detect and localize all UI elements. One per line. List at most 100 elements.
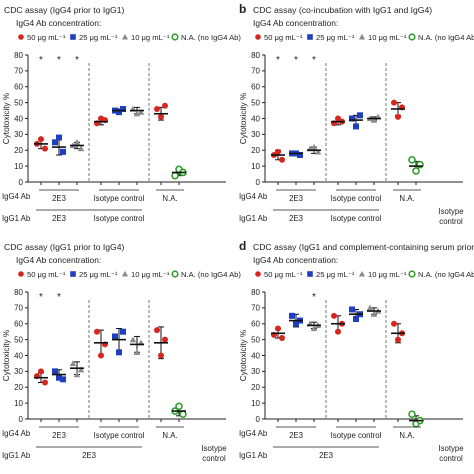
data-point [395, 113, 401, 120]
y-tick-label: 40 [14, 351, 23, 360]
data-point [116, 109, 122, 116]
chart-panel-1: CDC assay (IgG4 prior to IgG1) IgG4 Ab co… [2, 5, 241, 223]
legend-entry: 10 μg mL⁻¹ [368, 270, 407, 279]
data-point [137, 108, 145, 115]
y-tick-label: 60 [14, 83, 23, 92]
series-3 [306, 143, 322, 155]
y-tick-label: 80 [251, 288, 260, 297]
group-label: 2E3 [289, 431, 303, 440]
data-point [391, 99, 397, 106]
y-tick-label: 0 [256, 415, 261, 424]
chart-title: CDC assay (co-incubation with IgG1 and I… [253, 5, 432, 15]
legend-marker [70, 271, 76, 277]
chart-panel-2: b CDC assay (co-incubation with IgG1 and … [239, 2, 474, 226]
igg1-extra-line: control [439, 217, 463, 226]
row-label-igg4: IgG4 Ab [239, 429, 268, 438]
group-label: N.A. [399, 194, 414, 203]
data-point [412, 167, 420, 175]
y-tick-label: 10 [14, 162, 23, 171]
y-tick-label: 70 [251, 67, 260, 76]
y-axis-label: Cytotoxicity % [2, 93, 11, 144]
series-7 [391, 320, 405, 344]
data-point [129, 336, 137, 343]
legend-entry: 50 μg mL⁻¹ [27, 33, 66, 42]
legend-marker [171, 270, 179, 278]
y-axis-label: Cytotoxicity % [2, 330, 11, 381]
series-2 [289, 150, 303, 159]
series-7 [154, 102, 168, 121]
series-5 [349, 112, 363, 130]
series-8 [171, 402, 187, 419]
significance-star: * [276, 55, 280, 66]
y-axis-label: Cytotoxicity % [239, 93, 248, 144]
data-point [158, 352, 164, 359]
legend-marker [408, 270, 416, 278]
legend-title: IgG4 Ab concentration: [16, 18, 101, 28]
legend-entry: 50 μg mL⁻¹ [264, 270, 303, 279]
igg1-group-label: 2E3 [82, 451, 96, 460]
data-point [289, 312, 295, 319]
significance-star: * [39, 292, 43, 303]
y-tick-label: 60 [251, 320, 260, 329]
data-point [179, 410, 187, 419]
data-point [69, 360, 77, 367]
row-label-igg1: IgG1 Ab [2, 451, 31, 460]
igg1-extra-line: Isotype [201, 444, 226, 453]
series-3 [69, 139, 85, 152]
series-4 [331, 115, 345, 127]
legend-entry: 10 μg mL⁻¹ [131, 33, 170, 42]
series-1 [34, 136, 48, 152]
series-8 [408, 155, 424, 175]
group-label: Isotype control [94, 431, 145, 440]
legend-marker [121, 33, 129, 40]
series-4 [331, 312, 345, 335]
data-point [120, 328, 126, 335]
data-point [331, 312, 337, 319]
chart-title: CDC assay (IgG1 and complement-containin… [253, 242, 474, 252]
data-point [154, 327, 160, 334]
data-point [73, 139, 81, 145]
igg1-group-label: 2E3 [319, 451, 333, 460]
data-point [162, 102, 168, 109]
legend-entry: 25 μg mL⁻¹ [79, 270, 118, 279]
significance-star: * [294, 55, 298, 66]
series-6 [366, 113, 382, 123]
series-2 [289, 312, 303, 328]
y-tick-label: 40 [14, 114, 23, 123]
chart-panel-4: d CDC assay (IgG1 and complement-containi… [239, 239, 474, 463]
significance-star: * [312, 292, 316, 303]
legend-entry: N.A. (no IgG4 Ab) [181, 33, 241, 42]
y-tick-label: 80 [14, 51, 23, 60]
y-tick-label: 80 [251, 51, 260, 60]
legend-marker [255, 271, 261, 277]
significance-star: * [57, 292, 61, 303]
data-point [73, 371, 81, 378]
legend-marker [255, 34, 261, 40]
series-4 [94, 328, 108, 359]
legend-entry: N.A. (no IgG4 Ab) [418, 33, 474, 42]
igg1-extra-line: Isotype [438, 444, 463, 453]
y-tick-label: 10 [14, 399, 23, 408]
legend-entry: 10 μg mL⁻¹ [368, 33, 407, 42]
series-8 [171, 165, 187, 180]
igg1-extra-line: control [439, 454, 463, 463]
y-axis-label: Cytotoxicity % [239, 330, 248, 381]
group-label: N.A. [162, 194, 177, 203]
data-point [171, 171, 179, 180]
group-label: N.A. [162, 431, 177, 440]
y-tick-label: 80 [14, 288, 23, 297]
y-tick-label: 0 [256, 178, 261, 187]
y-tick-label: 0 [19, 178, 24, 187]
group-label: 2E3 [52, 194, 66, 203]
series-2 [52, 134, 66, 156]
data-point [94, 328, 100, 335]
y-tick-label: 30 [14, 367, 23, 376]
data-point [275, 325, 281, 332]
series-6 [129, 335, 145, 355]
data-point [42, 145, 48, 152]
y-tick-label: 70 [14, 67, 23, 76]
data-point [154, 105, 160, 112]
series-5 [349, 306, 363, 322]
panel-letter: b [239, 2, 246, 16]
